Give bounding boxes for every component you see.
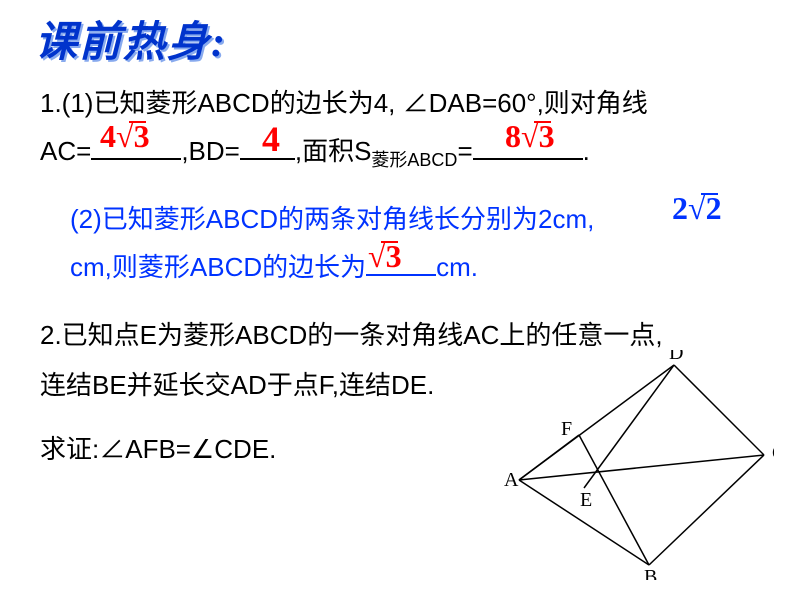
ans-area-rad: 3 — [539, 118, 555, 154]
ans-ac-coef: 4 — [100, 118, 116, 154]
q1b-line1-text: (2)已知菱形ABCD的两条对角线长分别为2cm, — [70, 204, 594, 234]
ans-area-coef: 8 — [505, 118, 521, 154]
svg-text:C: C — [772, 442, 774, 464]
sqrt-sym: √ — [368, 238, 386, 274]
diag2-rad: 2 — [706, 190, 722, 226]
sqrt-side: √3 — [368, 238, 402, 275]
svg-text:A: A — [504, 469, 519, 491]
svg-text:B: B — [644, 566, 657, 580]
diag2-coef: 2 — [672, 190, 688, 226]
sqrt-bar — [381, 241, 398, 243]
sqrt-sym: √ — [116, 118, 134, 154]
sqrt-area: √3 — [521, 118, 555, 155]
answer-side: √3 — [368, 238, 402, 275]
q1-area-eq: = — [457, 136, 472, 166]
answer-area: 8√3 — [505, 118, 555, 155]
sqrt-ac: √3 — [116, 118, 150, 155]
diagram-edges — [519, 365, 764, 565]
q1-line1: 1.(1)已知菱形ABCD的边长为4, ∠DAB=60°,则对角线 — [40, 80, 780, 127]
blank-area — [473, 158, 583, 160]
svg-text:D: D — [669, 350, 683, 364]
sqrt-bar — [129, 121, 146, 123]
q1b-line1: (2)已知菱形ABCD的两条对角线长分别为2cm, — [70, 196, 770, 243]
q1b-line2-end: cm. — [436, 252, 478, 282]
svg-text:E: E — [580, 489, 592, 511]
q2-line2: 连结BE并延长交AD于点F,连结DE. — [40, 362, 560, 409]
q1-bd-label: ,BD= — [181, 136, 240, 166]
sqrt-sym: √ — [688, 190, 706, 226]
svg-text:F: F — [561, 418, 572, 440]
q1-line2: AC= ,BD= ,面积S菱形ABCD=. — [40, 128, 780, 177]
sqrt-diag2: √2 — [688, 190, 722, 227]
ans-ac-rad: 3 — [134, 118, 150, 154]
q1b-diag2: 2√2 — [672, 190, 722, 227]
sqrt-bar — [534, 121, 551, 123]
q1b-line2-pre: cm,则菱形ABCD的边长为 — [70, 252, 366, 282]
rhombus-diagram: A B C D E F — [504, 350, 774, 580]
q1b-line2: cm,则菱形ABCD的边长为 cm. — [70, 244, 770, 291]
slide-title: 课前热身: — [35, 8, 227, 69]
sqrt-sym: √ — [521, 118, 539, 154]
q1-area-pre: ,面积S — [295, 136, 372, 166]
answer-ac: 4√3 — [100, 118, 150, 155]
q1-end: . — [583, 136, 590, 166]
answer-bd: 4 — [262, 118, 280, 160]
sqrt-bar — [701, 193, 718, 195]
blank-ac — [91, 158, 181, 160]
q2-line3: 求证:∠AFB=∠CDE. — [40, 426, 276, 473]
q1-ac-label: AC= — [40, 136, 91, 166]
ans-side-rad: 3 — [386, 238, 402, 274]
q1-area-sub: 菱形ABCD — [371, 150, 457, 170]
